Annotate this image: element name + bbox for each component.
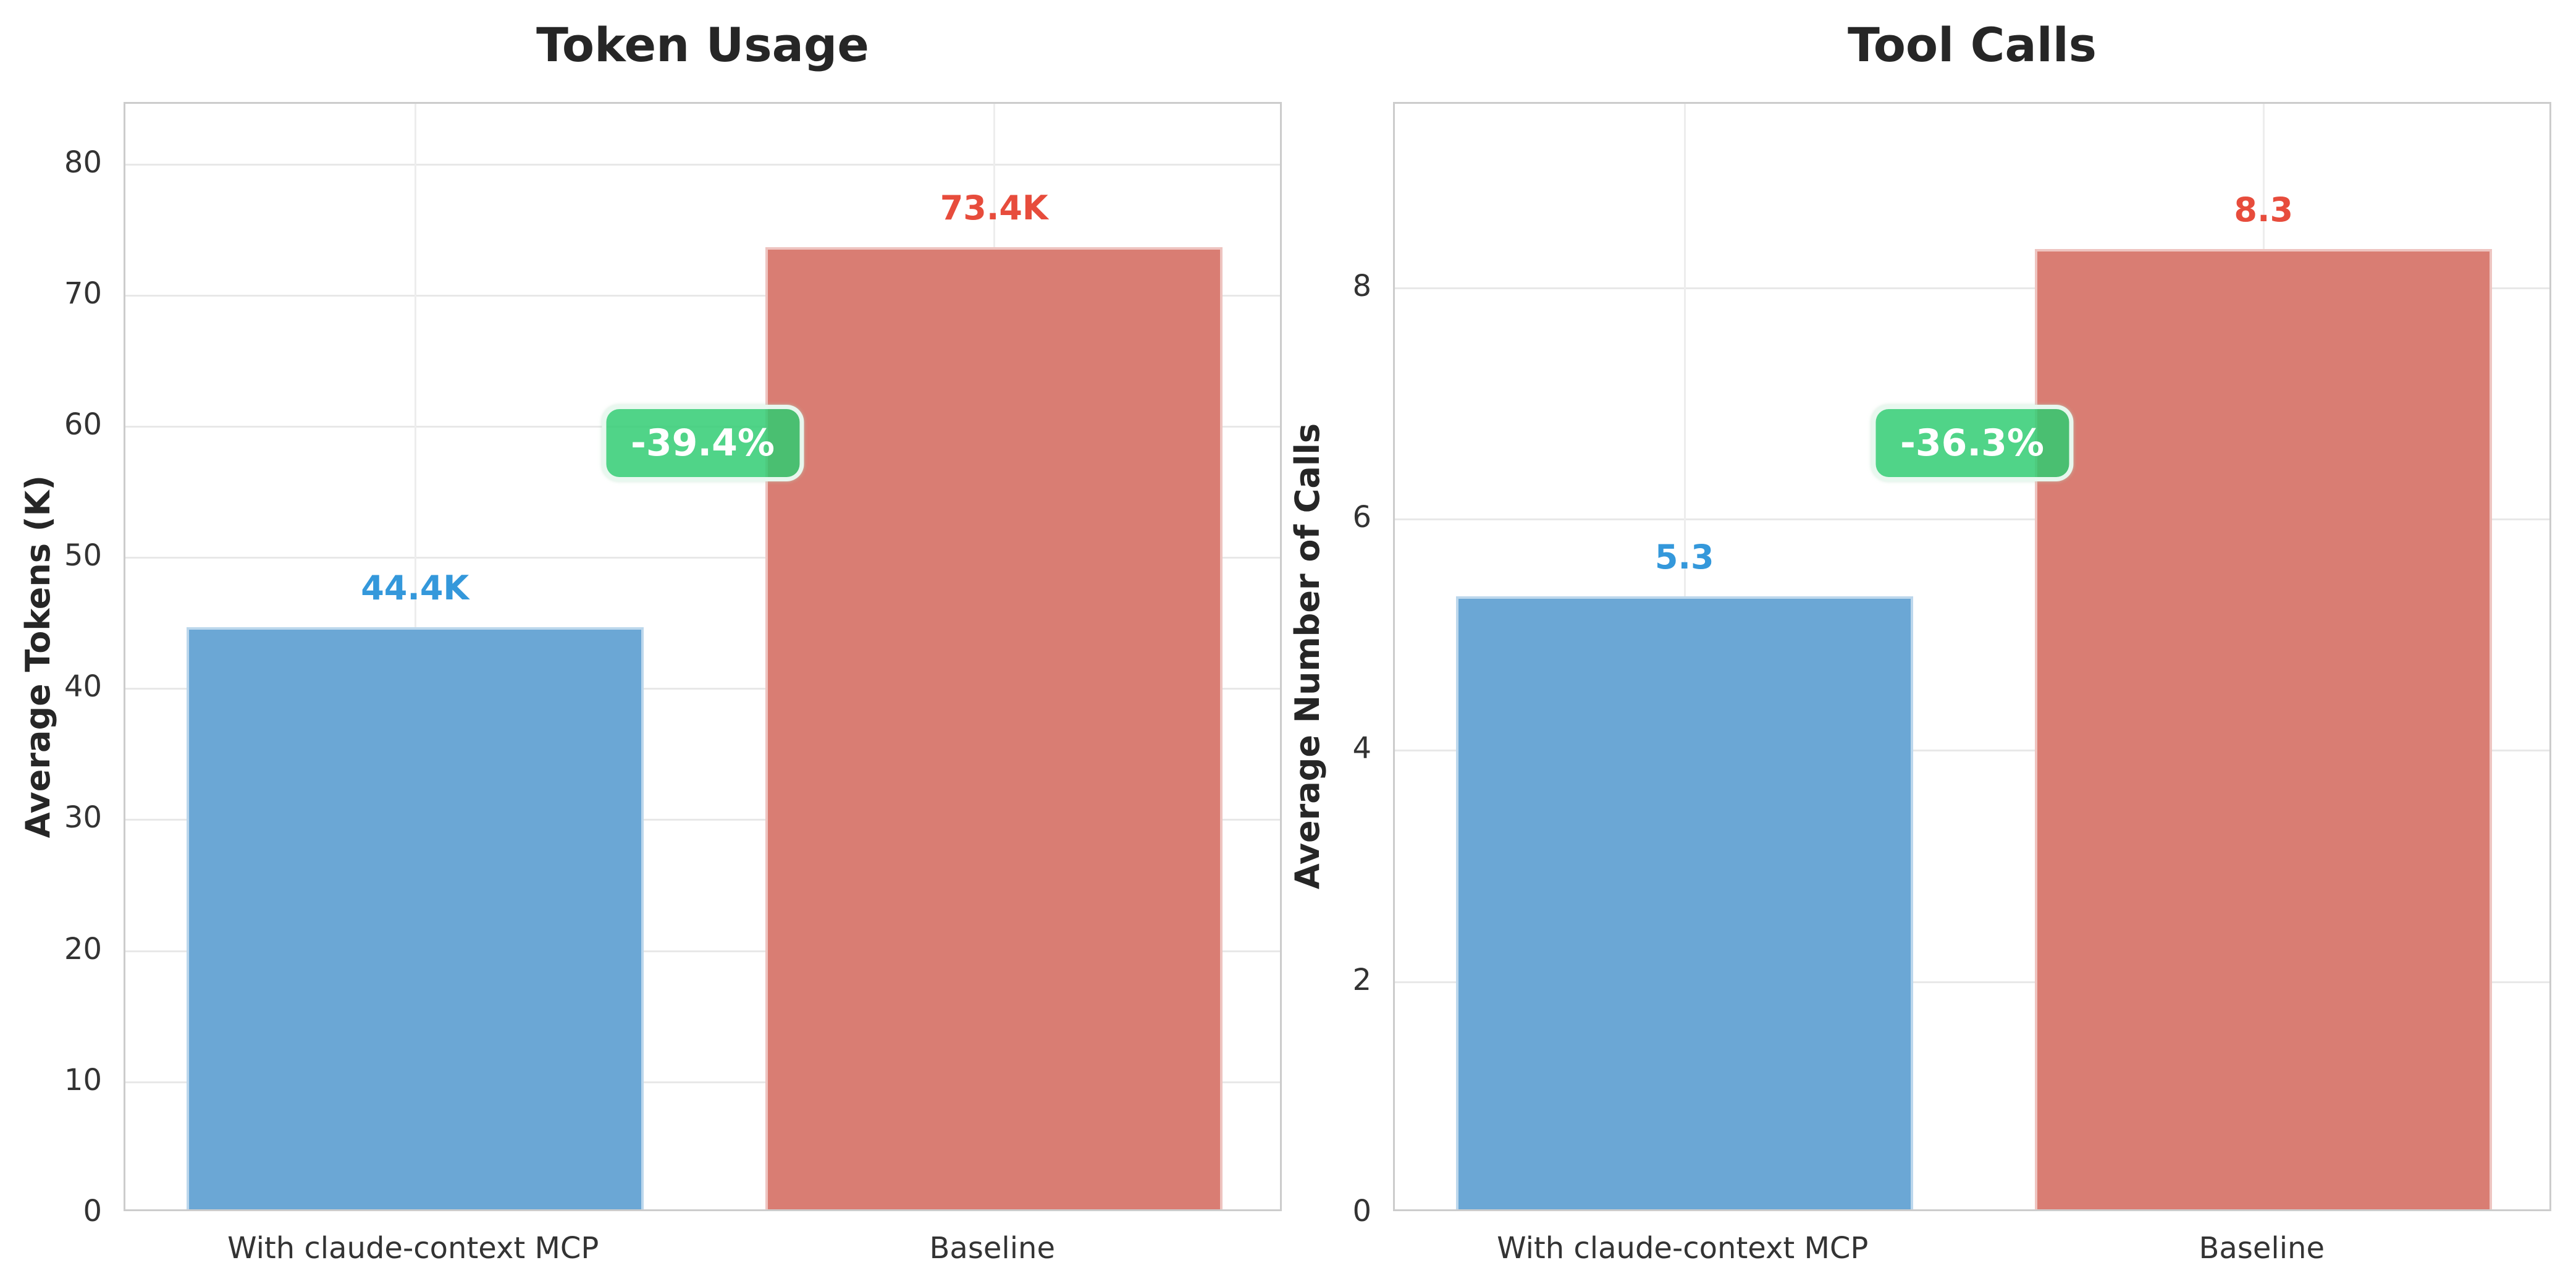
y-tick-label: 30: [64, 800, 102, 835]
x-tick-label: Baseline: [2199, 1231, 2325, 1266]
bar-with-claude-context-mcp: [1455, 596, 1913, 1209]
chart-panel-tool-calls: Tool Calls Average Number of Calls 0 2 4 6 8…: [1288, 0, 2576, 1281]
bar-baseline: [2035, 249, 2493, 1209]
gridline-horizontal: [1395, 981, 2549, 983]
y-tick-label: 0: [83, 1194, 102, 1228]
gridline-horizontal: [1395, 518, 2549, 520]
plot-area: 44.4K 73.4K -39.4%: [124, 102, 1282, 1211]
y-tick-label: 20: [64, 931, 102, 966]
x-tick-label: With claude-context MCP: [1497, 1231, 1869, 1266]
y-tick-label: 4: [1352, 731, 1371, 766]
gridline-horizontal: [1395, 287, 2549, 289]
gridline-horizontal: [125, 557, 1280, 559]
y-tick-label: 10: [64, 1062, 102, 1097]
y-axis-label-text: Average Number of Calls: [1287, 423, 1327, 890]
x-tick-label: Baseline: [929, 1231, 1055, 1266]
gridline-horizontal: [125, 294, 1280, 297]
reduction-badge: -36.3%: [1871, 405, 2074, 481]
y-tick-label: 2: [1352, 962, 1371, 997]
gridline-horizontal: [125, 950, 1280, 952]
bar-value-label: 44.4K: [361, 568, 469, 607]
gridline-horizontal: [125, 688, 1280, 690]
x-tick-label: With claude-context MCP: [227, 1231, 599, 1266]
y-axis-label: Average Number of Calls: [1283, 102, 1331, 1211]
y-tick-label: 0: [1352, 1194, 1371, 1228]
y-axis-label: Average Tokens (K): [14, 102, 62, 1211]
bar-baseline: [765, 247, 1223, 1209]
reduction-badge: -39.4%: [601, 405, 804, 481]
y-tick-label: 40: [64, 669, 102, 704]
gridline-horizontal: [1395, 750, 2549, 752]
y-tick-label: 80: [64, 145, 102, 180]
y-tick-label: 8: [1352, 268, 1371, 303]
bar-value-label: 73.4K: [940, 188, 1048, 227]
bar-with-claude-context-mcp: [186, 627, 644, 1209]
y-tick-label: 60: [64, 407, 102, 442]
bar-value-label: 8.3: [2234, 190, 2294, 230]
chart-title: Token Usage: [536, 17, 869, 72]
gridline-horizontal: [125, 819, 1280, 821]
chart-panel-token-usage: Token Usage Average Tokens (K) 0 10 20 30 40…: [14, 17, 1282, 1266]
y-tick-label: 6: [1352, 499, 1371, 535]
y-tick-label: 70: [64, 276, 102, 311]
y-tick-label: 50: [64, 538, 102, 573]
gridline-horizontal: [125, 163, 1280, 166]
gridline-horizontal: [125, 1081, 1280, 1083]
y-axis-label-text: Average Tokens (K): [18, 475, 57, 839]
chart-title: Tool Calls: [1847, 17, 2097, 72]
bar-value-label: 5.3: [1654, 537, 1714, 577]
plot-area: 5.3 8.3 -36.3%: [1393, 102, 2551, 1211]
